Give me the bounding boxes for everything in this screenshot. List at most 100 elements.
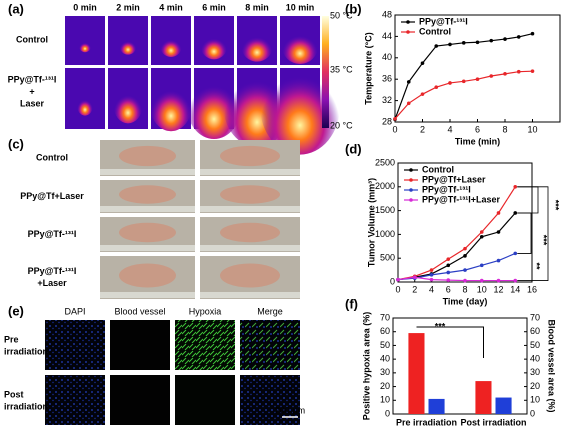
series-line <box>397 186 516 281</box>
column-label: Merge <box>257 306 283 316</box>
data-point <box>396 277 400 282</box>
time-label: 4 min <box>159 2 183 12</box>
significance: *** <box>435 321 446 331</box>
y2-tick-label: 60 <box>530 326 540 336</box>
x-tick-label: 10 <box>527 124 537 134</box>
scale-label: 50 °C <box>330 10 353 20</box>
legend-marker <box>409 178 413 182</box>
data-point <box>393 116 397 121</box>
x-tick-label: 14 <box>510 284 520 294</box>
data-point <box>429 273 434 277</box>
data-point <box>496 211 501 215</box>
panel-label: (c) <box>8 136 24 151</box>
row-label: +Laser <box>37 278 67 288</box>
y-tick-label: 30 <box>380 367 390 377</box>
hotspot <box>200 33 228 60</box>
data-point <box>513 211 518 215</box>
ruler <box>200 206 300 212</box>
data-point <box>513 251 518 256</box>
data-point <box>406 101 411 106</box>
mouse <box>119 222 176 243</box>
panel-label: (f) <box>345 296 358 311</box>
y-tick-label: 500 <box>380 253 395 263</box>
micrograph <box>110 375 170 425</box>
row-label: Post <box>4 389 24 399</box>
ruler <box>100 292 195 298</box>
data-point <box>420 92 425 96</box>
x-tick-label: 4 <box>447 124 452 134</box>
column-label: DAPI <box>64 306 85 316</box>
mouse <box>220 222 280 243</box>
legend-label: PPy@Tf+Laser <box>422 174 486 184</box>
x-tick-label: 4 <box>429 284 434 294</box>
data-point <box>446 270 451 275</box>
x-axis-label: Time (min) <box>455 136 500 146</box>
data-point <box>434 44 439 48</box>
y2-tick-label: 0 <box>530 408 535 418</box>
y-tick-label: 28 <box>382 116 392 126</box>
x-tick-label: 8 <box>462 284 467 294</box>
data-point <box>479 263 484 268</box>
bar <box>495 397 512 414</box>
y-tick-label: 2500 <box>375 157 395 167</box>
hotspot <box>150 80 192 132</box>
y-tick-label: 20 <box>380 381 390 391</box>
data-point <box>530 69 535 73</box>
data-point <box>463 246 467 251</box>
micrograph <box>110 320 170 370</box>
row-label: PPy@Tf-¹³¹I <box>28 229 77 239</box>
hotspot <box>160 35 182 57</box>
y2-tick-label: 50 <box>530 340 540 350</box>
x-tick-label: 6 <box>475 124 480 134</box>
time-label: 8 min <box>245 2 269 12</box>
row-label: PPy@Tf-¹³¹I <box>8 74 57 84</box>
x-tick-label: 2 <box>420 124 425 134</box>
x-tick-label: 12 <box>493 284 503 294</box>
hotspot <box>79 40 91 53</box>
data-point <box>513 278 518 283</box>
micrograph <box>175 375 235 425</box>
legend-label: PPy@Tf-¹³¹I <box>422 184 471 194</box>
row-label: irradiation <box>4 401 48 411</box>
row-label: Control <box>36 152 68 162</box>
mouse <box>220 263 280 288</box>
thermal-image <box>65 16 105 65</box>
row-label: PPy@Tf-¹³¹I <box>28 266 77 276</box>
legend-label: PPy@Tf-¹³¹I <box>419 16 468 26</box>
x-tick-label: 6 <box>446 284 451 294</box>
y2-tick-label: 20 <box>530 381 540 391</box>
data-point <box>448 81 452 85</box>
series-line <box>397 276 516 282</box>
y-tick-label: 0 <box>385 408 390 418</box>
hotspot <box>260 57 340 155</box>
x-tick-label: 2 <box>412 284 417 294</box>
legend-marker <box>409 168 413 172</box>
significance-bracket <box>416 326 484 358</box>
data-point <box>479 278 484 283</box>
data-point <box>479 234 484 239</box>
data-point <box>530 31 535 36</box>
ruler <box>100 206 195 212</box>
hotspot <box>77 96 93 116</box>
y-tick-label: 1000 <box>375 229 395 239</box>
mouse <box>220 185 280 204</box>
data-point <box>503 37 507 41</box>
series-line <box>397 212 516 281</box>
time-label: 2 min <box>116 2 140 12</box>
plot-frame <box>392 317 528 415</box>
row-label: irradiation <box>4 346 48 356</box>
y-tick-label: 32 <box>382 95 392 105</box>
y-tick-label: 70 <box>380 312 390 322</box>
data-point <box>489 74 494 78</box>
row-label: Laser <box>20 98 45 108</box>
mouse <box>119 185 176 204</box>
ruler <box>100 245 195 251</box>
row-label: PPy@Tf+Laser <box>20 191 84 201</box>
micrograph <box>45 320 105 370</box>
series-line <box>394 70 533 120</box>
y-tick-label: 40 <box>382 52 392 62</box>
x-tick-label: Post irradiation <box>460 417 526 427</box>
mouse <box>119 145 176 167</box>
legend-marker <box>409 198 413 202</box>
x-axis-label: Time (day) <box>443 296 488 306</box>
